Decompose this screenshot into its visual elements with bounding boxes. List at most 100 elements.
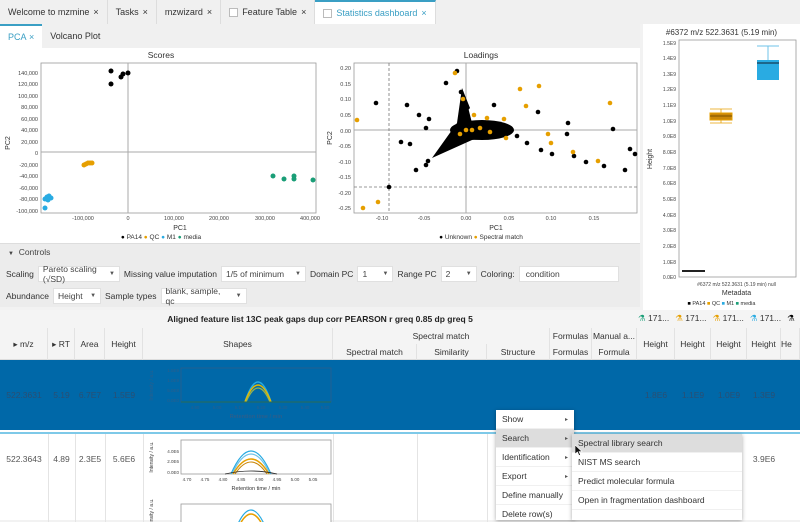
- column-sample-height-3[interactable]: Height: [711, 328, 747, 360]
- scores-chart[interactable]: Scores 140,000 120,000 100,000 80,000 60,000…: [0, 48, 322, 243]
- sample-types-label: Sample types: [105, 291, 157, 301]
- tab-welcome[interactable]: Welcome to mzmine ×: [0, 0, 108, 24]
- svg-text:4.70: 4.70: [183, 477, 192, 482]
- submenu-arrow-icon: ▸: [564, 435, 568, 442]
- close-icon[interactable]: ×: [29, 32, 35, 42]
- loadings-chart[interactable]: Loadings 0.20 0.15 0.10 0.05 0.00 -0.05 -0.10 -…: [322, 48, 640, 243]
- menu-item-search[interactable]: Search ▸: [496, 429, 574, 448]
- svg-text:5.20: 5.20: [257, 405, 266, 410]
- svg-text:-0.05: -0.05: [338, 144, 351, 150]
- abundance-select[interactable]: Height ▼: [53, 288, 102, 304]
- flask-icon: ⚗: [712, 313, 721, 323]
- tab-feature-table[interactable]: Feature Table ×: [221, 0, 316, 24]
- menu-item-export[interactable]: Export ▸: [496, 467, 574, 486]
- tab-label: Tasks: [115, 7, 139, 17]
- box-plot-chart[interactable]: #6372 m/z 522.3631 (5.19 min) 1.5E9 1.4E9…: [643, 24, 800, 310]
- menu-item-open-fragmentation-dashboard[interactable]: Open in fragmentation dashboard: [572, 491, 742, 510]
- svg-text:4.85: 4.85: [237, 477, 246, 482]
- scaling-select[interactable]: Pareto scaling (√SD) ▼: [37, 264, 120, 284]
- sample-header-5[interactable]: ⚗: [787, 313, 795, 324]
- sample-header-1[interactable]: ⚗ 171...: [638, 313, 670, 323]
- tab-pca[interactable]: PCA ×: [0, 24, 43, 48]
- svg-text:-0.25: -0.25: [338, 206, 351, 212]
- menu-item-spectral-library-search[interactable]: Spectral library search: [572, 434, 742, 453]
- svg-text:20,000: 20,000: [21, 140, 38, 146]
- column-height[interactable]: Height: [105, 328, 143, 360]
- coloring-input[interactable]: condition: [518, 266, 619, 282]
- column-sample-height-1[interactable]: Height: [637, 328, 675, 360]
- sample-header-2[interactable]: ⚗ 171...: [675, 313, 707, 323]
- collapse-icon[interactable]: ▼: [8, 251, 14, 257]
- column-sample-height-5[interactable]: He: [781, 328, 800, 360]
- domain-pc-select[interactable]: 1 ▼: [357, 266, 394, 282]
- close-icon[interactable]: ×: [421, 8, 427, 18]
- svg-text:6.0E8: 6.0E8: [663, 181, 676, 187]
- cell-rt: 4.89: [53, 454, 70, 464]
- svg-text:5.40: 5.40: [301, 405, 310, 410]
- chart-title: Loadings: [463, 50, 499, 60]
- svg-text:5.0E8: 5.0E8: [663, 197, 676, 203]
- domain-pc-label: Domain PC: [309, 269, 354, 279]
- tab-tasks[interactable]: Tasks ×: [108, 0, 157, 24]
- column-structure[interactable]: Structure: [487, 344, 550, 360]
- svg-text:60,000: 60,000: [21, 117, 38, 123]
- tab-mzwizard[interactable]: mzwizard ×: [157, 0, 222, 24]
- svg-text:Retention time / min: Retention time / min: [230, 414, 283, 420]
- cell-shape-chart[interactable]: 4.0E6 2.0E6 0.0E0 4.70 4.75 4.80 4.85 4.90 4.95…: [145, 436, 335, 522]
- close-icon[interactable]: ×: [301, 7, 307, 17]
- close-icon[interactable]: ×: [206, 7, 213, 17]
- tab-checkbox[interactable]: [323, 8, 333, 18]
- svg-text:9.0E8: 9.0E8: [663, 134, 676, 140]
- column-mz[interactable]: ▸ m/z: [0, 328, 48, 360]
- column-sample-height-2[interactable]: Height: [675, 328, 711, 360]
- svg-text:-80,000: -80,000: [19, 197, 38, 203]
- sample-header-3[interactable]: ⚗ 171...: [712, 313, 744, 323]
- menu-item-delete-rows[interactable]: Delete row(s): [496, 505, 574, 520]
- sample-types-select[interactable]: blank, sample, qc ▼: [160, 286, 247, 306]
- sample-headers: ⚗ 171... ⚗ 171... ⚗ 171... ⚗ 171... ⚗: [638, 313, 795, 324]
- column-similarity[interactable]: Similarity: [417, 344, 487, 360]
- menu-item-show[interactable]: Show ▸: [496, 410, 574, 429]
- column-sample-height-4[interactable]: Height: [747, 328, 781, 360]
- tab-volcano-plot[interactable]: Volcano Plot: [42, 24, 108, 48]
- svg-text:Intensity / a.u.: Intensity / a.u.: [149, 369, 155, 400]
- svg-text:300,000: 300,000: [255, 216, 275, 222]
- sample-header-4[interactable]: ⚗ 171...: [749, 313, 782, 323]
- column-spectral-match[interactable]: Spectral match: [333, 344, 417, 360]
- menu-item-define-manually[interactable]: Define manually: [496, 486, 574, 505]
- cell-sample-height: 1.1E9: [681, 390, 705, 400]
- table-row[interactable]: 522.3631 5.19 6.7E7 1.5E9 1.5E9 1.0E9 5.0E…: [0, 360, 800, 430]
- loadings-plot: 0.20 0.15 0.10 0.05 0.00 -0.05 -0.10 -0.15 -0.20…: [327, 62, 638, 232]
- scores-plot: 140,000 120,000 100,000 80,000 60,000 40,000 2…: [5, 62, 320, 232]
- column-shapes[interactable]: Shapes: [143, 328, 333, 360]
- menu-item-nist-ms-search[interactable]: NIST MS search: [572, 453, 742, 472]
- main-tab-bar: Welcome to mzmine × Tasks × mzwizard × Feat…: [0, 0, 800, 24]
- tab-label: Volcano Plot: [50, 31, 101, 41]
- imputation-select[interactable]: 1/5 of minimum ▼: [220, 266, 306, 282]
- column-formulas[interactable]: Formulas: [550, 344, 592, 360]
- range-pc-select[interactable]: 2 ▼: [440, 266, 477, 282]
- svg-text:4.0E6: 4.0E6: [167, 449, 179, 454]
- svg-text:0.20: 0.20: [340, 66, 351, 72]
- svg-text:80,000: 80,000: [21, 105, 38, 111]
- column-formula[interactable]: Formula: [592, 344, 637, 360]
- coloring-label: Coloring:: [480, 269, 515, 279]
- submenu-arrow-icon: ▸: [564, 416, 568, 423]
- close-icon[interactable]: ×: [142, 7, 148, 17]
- cell-shape-chart[interactable]: 1.5E9 1.0E9 5.0E8 0.0E0 4.90 5.00 5.10 5.20 5.3…: [145, 364, 335, 426]
- tab-label: PCA: [8, 32, 27, 42]
- svg-text:1.3E9: 1.3E9: [663, 72, 676, 78]
- menu-item-identification[interactable]: Identification ▸: [496, 448, 574, 467]
- close-icon[interactable]: ×: [93, 7, 99, 17]
- svg-text:-0.20: -0.20: [338, 191, 351, 197]
- svg-text:5.30: 5.30: [279, 405, 288, 410]
- cell-sample-height: 3.9E6: [752, 454, 776, 464]
- menu-item-predict-molecular-formula[interactable]: Predict molecular formula: [572, 472, 742, 491]
- tab-checkbox[interactable]: [229, 7, 239, 17]
- controls-header[interactable]: ▼ Controls: [8, 247, 51, 257]
- column-rt[interactable]: ▸ RT: [48, 328, 75, 360]
- column-area[interactable]: Area: [75, 328, 105, 360]
- tab-statistics-dashboard[interactable]: Statistics dashboard ×: [315, 0, 436, 24]
- svg-text:0.15: 0.15: [340, 82, 351, 88]
- svg-text:7.0E8: 7.0E8: [663, 166, 676, 172]
